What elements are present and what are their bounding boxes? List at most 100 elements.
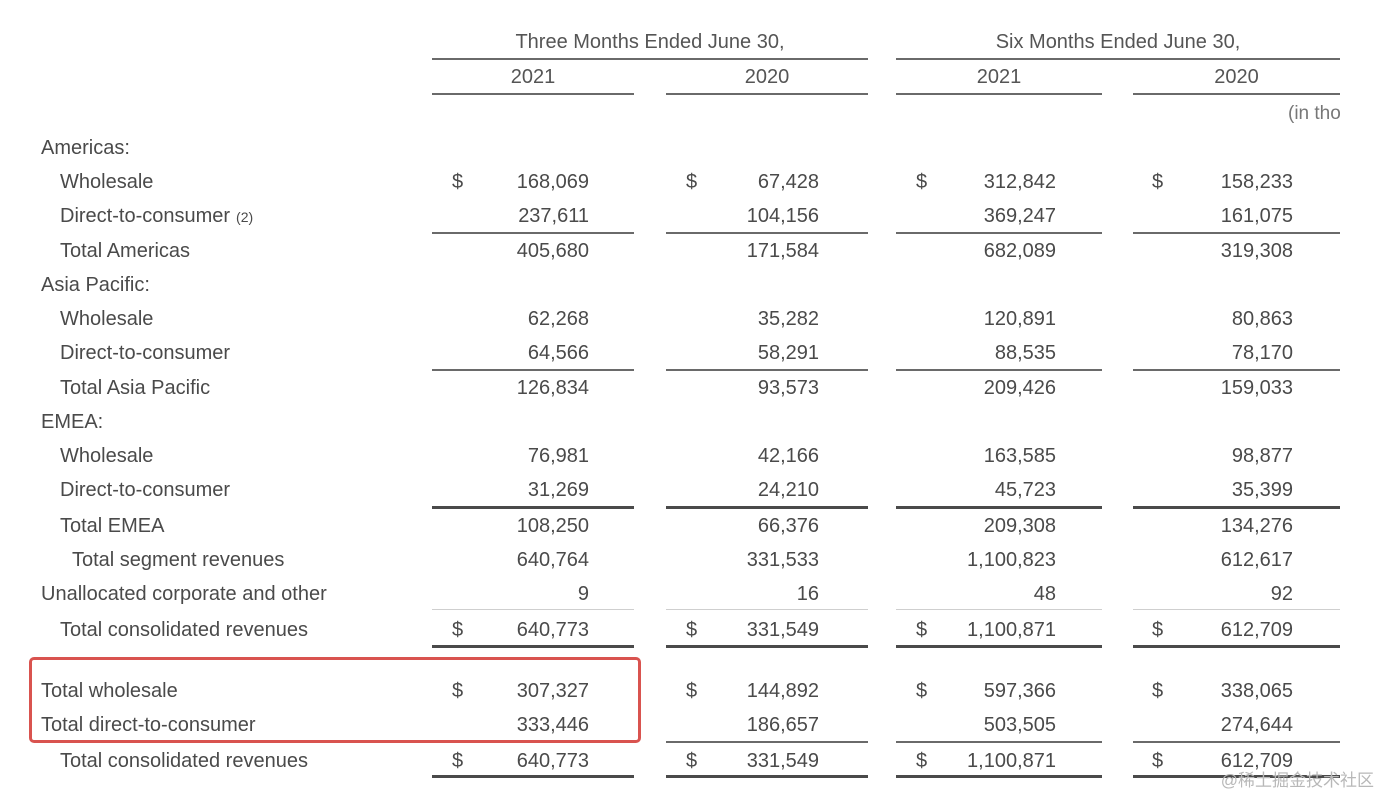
watermark: @稀土掘金技术社区 bbox=[1220, 771, 1374, 790]
table-cell: 503,505 bbox=[983, 714, 1056, 736]
table-cell: 331,549 bbox=[746, 750, 819, 772]
rule-unallocated bbox=[896, 609, 1102, 610]
table-cell: 171,584 bbox=[746, 240, 819, 262]
table-cell: 612,709 bbox=[1220, 750, 1293, 772]
rule-final-total bbox=[666, 775, 868, 778]
row-label-text: Direct-to-consumer bbox=[60, 205, 231, 227]
table-cell: 331,533 bbox=[746, 549, 819, 571]
rule-americas-subtotal bbox=[896, 232, 1102, 234]
row-label: Total EMEA bbox=[60, 514, 164, 538]
header-rule-three-months bbox=[432, 58, 868, 60]
rule-final-total bbox=[432, 775, 634, 778]
currency-symbol: $ bbox=[916, 680, 928, 702]
rule-emea-subtotal bbox=[1133, 506, 1340, 509]
row-label: Americas: bbox=[41, 136, 130, 160]
row-label: Unallocated corporate and other bbox=[41, 582, 327, 606]
table-cell: 168,069 bbox=[516, 171, 589, 193]
table-cell: 92 bbox=[1270, 583, 1293, 605]
year-col-4: 2020 bbox=[1214, 66, 1259, 88]
rule-apac-subtotal bbox=[666, 369, 868, 371]
row-label-text: Total EMEA bbox=[60, 515, 165, 537]
header-three-months: Three Months Ended June 30, bbox=[515, 31, 785, 53]
currency-symbol: $ bbox=[452, 171, 464, 193]
currency-symbol: $ bbox=[686, 680, 698, 702]
currency-symbol: $ bbox=[1152, 680, 1164, 702]
table-cell: 120,891 bbox=[983, 308, 1056, 330]
table-cell: 45,723 bbox=[994, 479, 1056, 501]
table-cell: 612,617 bbox=[1220, 549, 1293, 571]
row-label-text: Wholesale bbox=[60, 445, 154, 467]
row-label: Total wholesale bbox=[41, 679, 178, 703]
row-label-text: Total consolidated revenues bbox=[60, 619, 308, 641]
table-cell: 405,680 bbox=[516, 240, 589, 262]
row-label-text: Direct-to-consumer bbox=[60, 479, 231, 501]
table-cell: 640,773 bbox=[516, 750, 589, 772]
table-cell: 35,282 bbox=[757, 308, 819, 330]
table-cell: 331,549 bbox=[746, 619, 819, 641]
table-cell: 80,863 bbox=[1231, 308, 1293, 330]
row-label: Direct-to-consumer (2) bbox=[60, 204, 253, 229]
table-cell: 9 bbox=[577, 583, 589, 605]
rule-americas-subtotal bbox=[432, 232, 634, 234]
table-cell: 58,291 bbox=[757, 342, 819, 364]
row-label-text: Total consolidated revenues bbox=[60, 750, 308, 772]
table-cell: 1,100,871 bbox=[967, 619, 1056, 641]
rule-consolidated-double bbox=[1133, 645, 1340, 648]
year-col-1: 2021 bbox=[510, 66, 556, 88]
table-cell: 333,446 bbox=[516, 714, 589, 736]
row-label: Asia Pacific: bbox=[41, 273, 150, 297]
rule-emea-subtotal bbox=[896, 506, 1102, 509]
table-cell: 1,100,871 bbox=[967, 750, 1056, 772]
row-label-text: Asia Pacific: bbox=[41, 274, 150, 296]
table-cell: 42,166 bbox=[757, 445, 819, 467]
table-cell: 237,611 bbox=[518, 205, 589, 227]
header-rule-six-months bbox=[896, 58, 1340, 60]
row-label: EMEA: bbox=[41, 410, 103, 434]
table-cell: 134,276 bbox=[1220, 515, 1293, 537]
footnote-marker: (2) bbox=[236, 209, 254, 225]
currency-symbol: $ bbox=[1152, 750, 1164, 772]
currency-symbol: $ bbox=[686, 750, 698, 772]
currency-symbol: $ bbox=[916, 619, 928, 641]
table-cell: 66,376 bbox=[757, 515, 819, 537]
row-label: Wholesale bbox=[60, 307, 153, 331]
table-cell: 35,399 bbox=[1231, 479, 1293, 501]
table-cell: 144,892 bbox=[746, 680, 819, 702]
year-rule-2 bbox=[666, 93, 868, 95]
rule-consolidated-double bbox=[666, 645, 868, 648]
table-cell: 67,428 bbox=[757, 171, 819, 193]
rule-americas-subtotal bbox=[1133, 232, 1340, 234]
currency-symbol: $ bbox=[916, 750, 928, 772]
table-cell: 369,247 bbox=[983, 205, 1056, 227]
header-six-months: Six Months Ended June 30, bbox=[995, 31, 1241, 53]
rule-channel-subtotal bbox=[666, 741, 868, 743]
row-label: Direct-to-consumer bbox=[60, 341, 230, 365]
table-cell: 78,170 bbox=[1231, 342, 1293, 364]
table-cell: 163,585 bbox=[983, 445, 1056, 467]
table-cell: 98,877 bbox=[1231, 445, 1293, 467]
table-cell: 158,233 bbox=[1220, 171, 1293, 193]
table-cell: 319,308 bbox=[1220, 240, 1293, 262]
rule-emea-subtotal bbox=[432, 506, 634, 509]
row-label-text: EMEA: bbox=[41, 411, 104, 433]
row-label: Wholesale bbox=[60, 444, 153, 468]
rule-apac-subtotal bbox=[432, 369, 634, 371]
table-cell: 209,426 bbox=[983, 377, 1056, 399]
year-col-2: 2020 bbox=[744, 66, 790, 88]
row-label-text: Direct-to-consumer bbox=[60, 342, 231, 364]
table-cell: 640,764 bbox=[516, 549, 589, 571]
table-cell: 88,535 bbox=[994, 342, 1056, 364]
table-cell: 24,210 bbox=[757, 479, 819, 501]
year-rule-1 bbox=[432, 93, 634, 95]
currency-symbol: $ bbox=[452, 619, 464, 641]
table-cell: 93,573 bbox=[757, 377, 819, 399]
currency-symbol: $ bbox=[686, 171, 698, 193]
rule-apac-subtotal bbox=[1133, 369, 1340, 371]
year-rule-4 bbox=[1133, 93, 1340, 95]
rule-final-total bbox=[1133, 775, 1340, 778]
row-label: Total consolidated revenues bbox=[60, 749, 308, 773]
row-label-text: Total wholesale bbox=[41, 680, 178, 702]
rule-consolidated-double bbox=[896, 645, 1102, 648]
row-label: Total consolidated revenues bbox=[60, 618, 308, 642]
currency-symbol: $ bbox=[1152, 619, 1164, 641]
